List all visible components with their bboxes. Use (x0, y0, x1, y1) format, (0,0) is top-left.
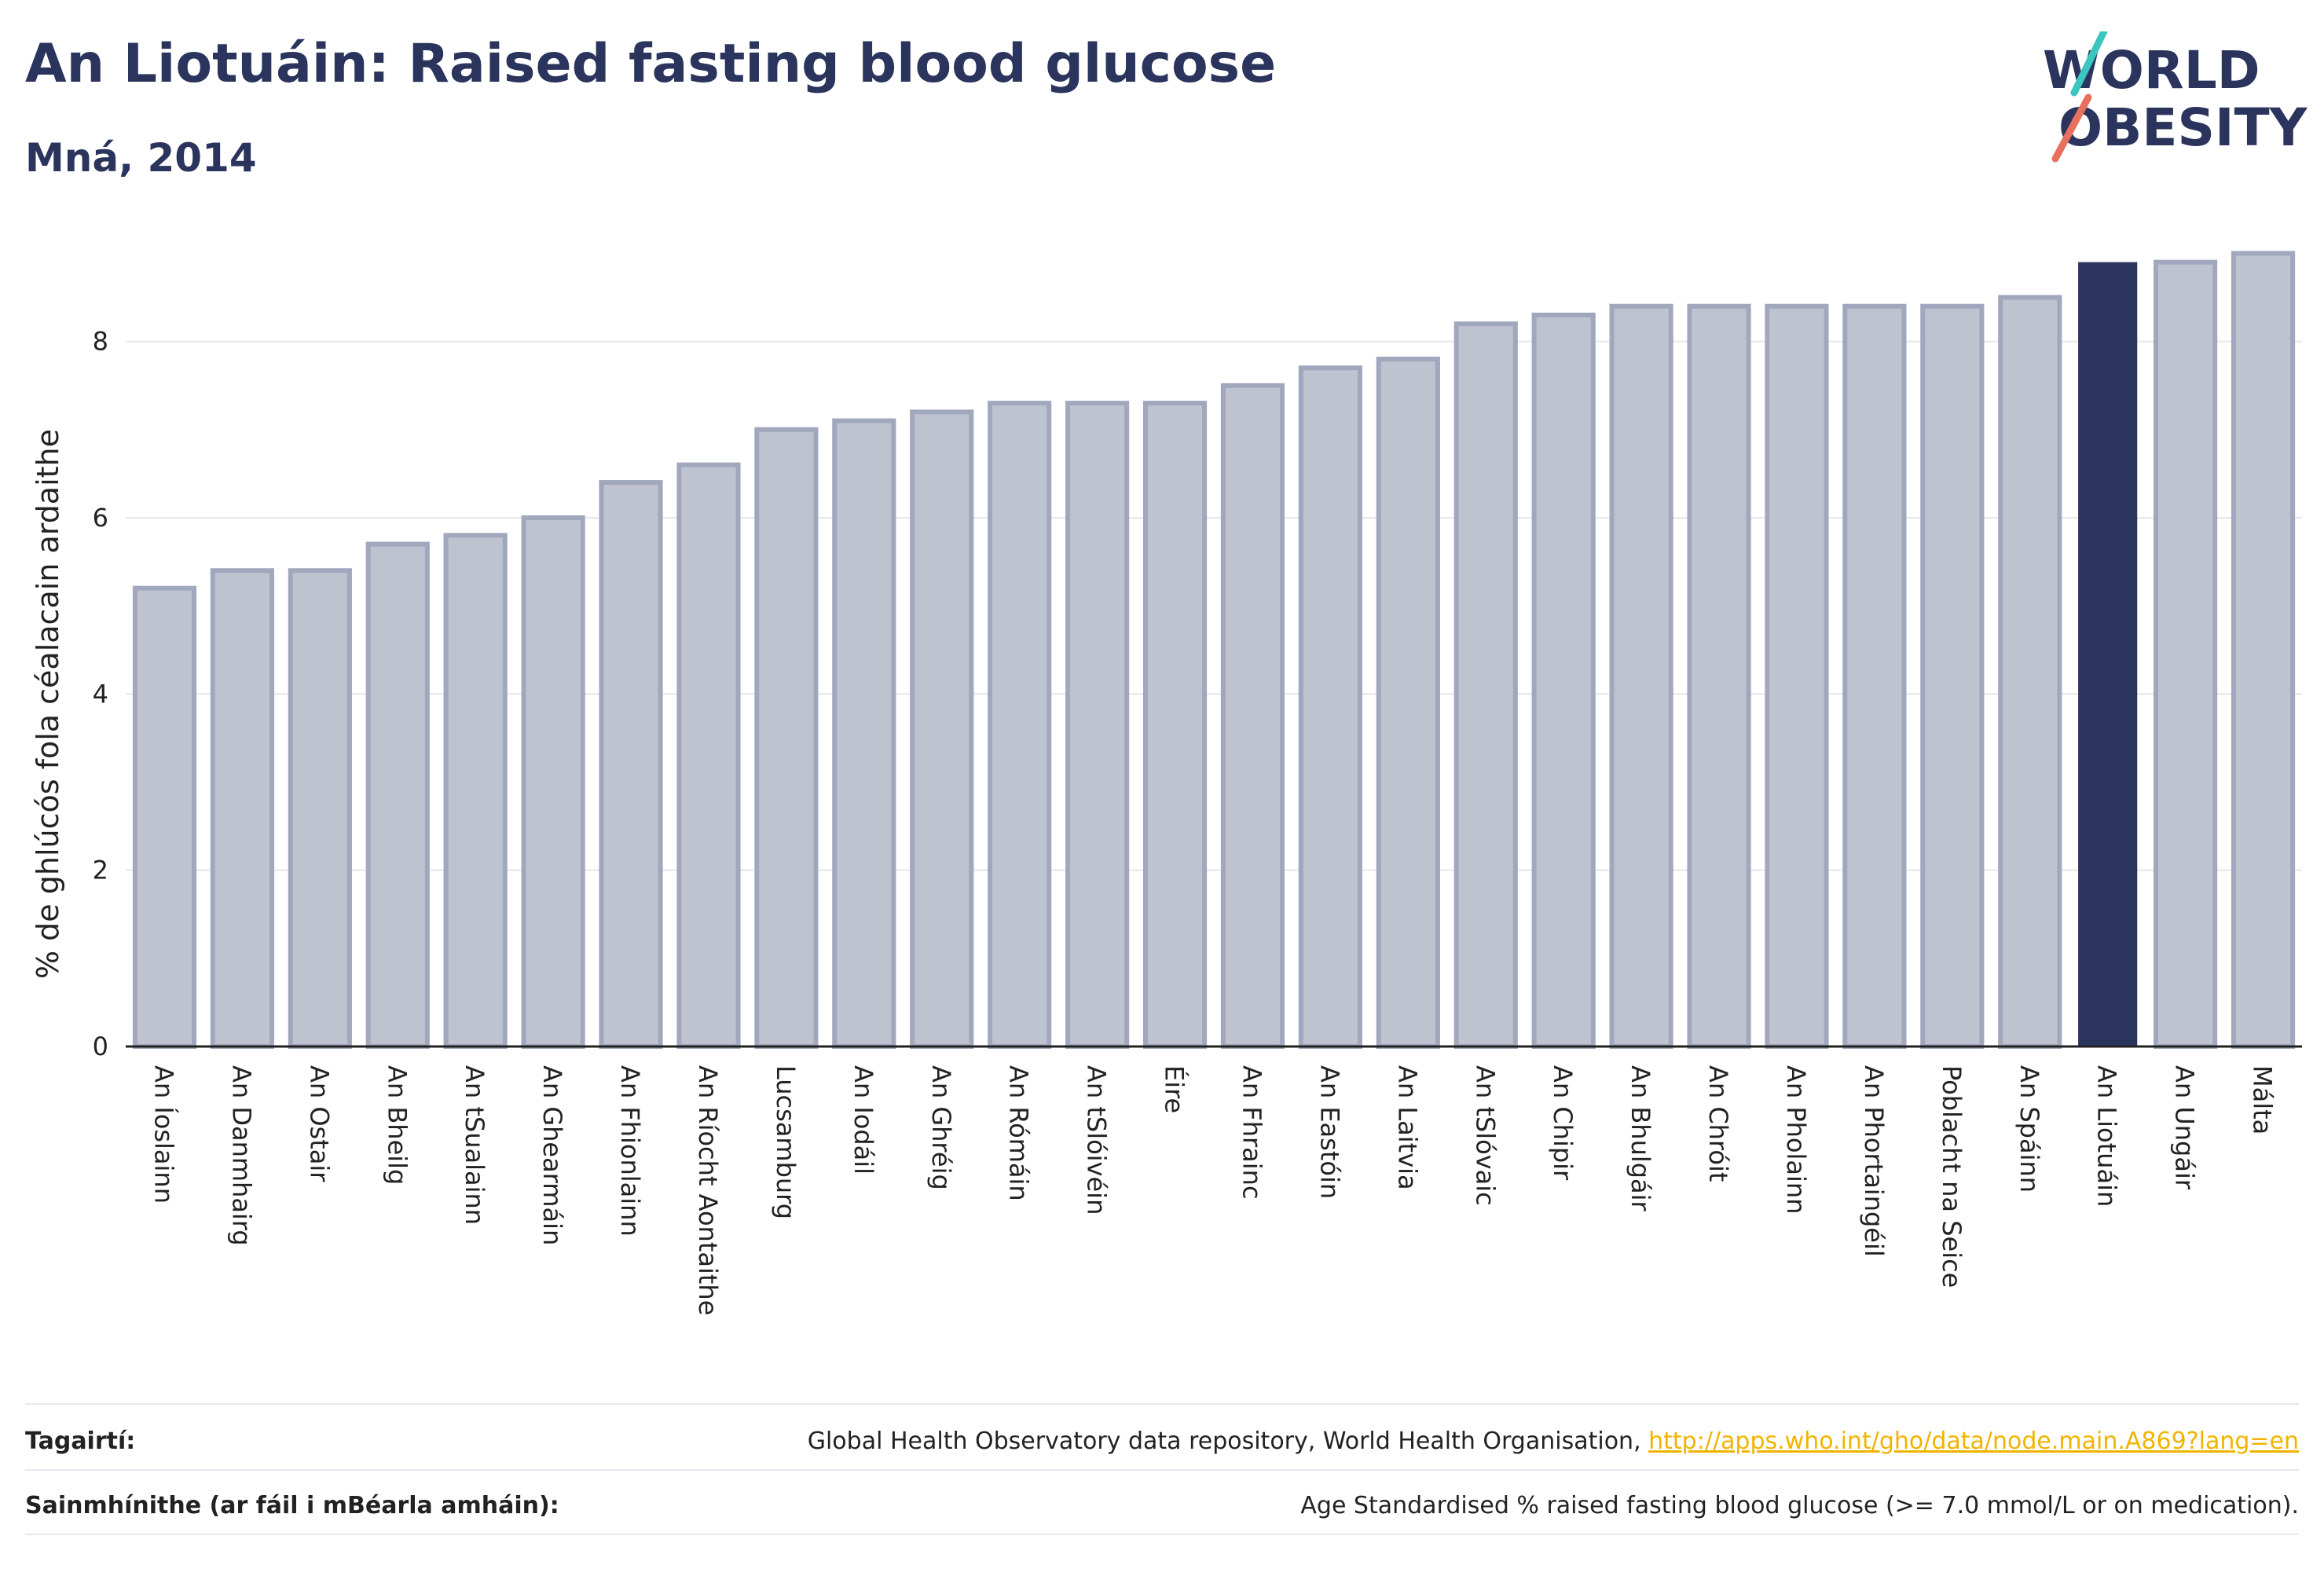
logo-word-2: OBESITY (2058, 97, 2308, 158)
x-category-label: An Ghréig (926, 1065, 956, 1190)
bar-24 (1920, 303, 1985, 1049)
x-category-label: An Rómáin (1004, 1065, 1034, 1201)
x-category-label: An Liotuáin (2092, 1065, 2122, 1207)
bar-2 (210, 568, 274, 1049)
x-category-label: An Laitvia (1392, 1065, 1422, 1190)
logo-slash-teal (2070, 31, 2108, 97)
bar-22 (1765, 303, 1829, 1049)
logo-slash-coral (2051, 93, 2092, 163)
x-axis-labels: An Íoslainn An Danmhairg An Ostair An Bheil… (148, 1065, 2277, 1315)
x-category-label: An Eastóin (1314, 1065, 1344, 1199)
bar-9 (754, 427, 819, 1049)
references-text: Global Health Observatory data repositor… (807, 1427, 1649, 1455)
bar-19 (1531, 312, 1596, 1049)
x-category-label: An Spáinn (2014, 1065, 2044, 1193)
bar-1 (132, 585, 197, 1049)
definitions-row: Sainmhínithe (ar fáil i mBéarla amháin):… (25, 1474, 2299, 1537)
x-category-label: An tSualainn (460, 1065, 489, 1225)
x-category-label: Poblacht na Seice (1937, 1065, 1967, 1288)
y-tick-label: 6 (93, 503, 108, 533)
x-category-label: Málta (2248, 1065, 2278, 1134)
bar-4 (365, 541, 430, 1049)
y-tick-label: 0 (93, 1032, 108, 1061)
bar-18 (1453, 321, 1518, 1050)
world-obesity-logo: WORLD OBESITY (2043, 31, 2308, 163)
bar-5 (443, 533, 508, 1049)
x-category-label: An tSlóivéin (1082, 1065, 1112, 1215)
x-category-label: An Ungáir (2170, 1065, 2200, 1190)
bar-21 (1687, 303, 1751, 1049)
y-tick-label: 8 (93, 327, 108, 357)
x-category-label: An Fhrainc (1237, 1065, 1266, 1200)
y-tick-label: 2 (93, 856, 108, 885)
references-row: Tagairtí: Global Health Observatory data… (25, 1409, 2299, 1472)
x-category-label: An Ghearmáin (537, 1065, 567, 1245)
x-category-label: An Bhulgáir (1626, 1065, 1655, 1212)
bar-15 (1220, 383, 1285, 1049)
bar-28 (2231, 251, 2296, 1050)
bar-27 (2154, 259, 2218, 1049)
x-category-label: An Ríocht Aontaithe (693, 1065, 723, 1315)
x-category-label: An Bheilg (382, 1065, 412, 1185)
references-link[interactable]: http://apps.who.int/gho/data/node.main.A… (1648, 1427, 2299, 1455)
x-category-label: An Iodáil (849, 1065, 878, 1175)
bar-17 (1376, 357, 1440, 1050)
bar-23 (1842, 303, 1907, 1049)
bar-16 (1298, 365, 1362, 1049)
bar-3 (288, 568, 352, 1049)
bar-26 (2078, 262, 2138, 1046)
x-category-label: An Pholainn (1781, 1065, 1811, 1214)
bar-14 (1142, 401, 1208, 1049)
definitions-label: Sainmhínithe (ar fáil i mBéarla amháin): (25, 1491, 559, 1519)
x-category-label: An Phortaingéil (1859, 1065, 1889, 1257)
x-category-label: An Danmhairg (226, 1065, 256, 1246)
definitions-text: Age Standardised % raised fasting blood … (1300, 1491, 2299, 1519)
bar-25 (1998, 295, 2062, 1049)
x-category-label: An Fhionlainn (615, 1065, 645, 1237)
x-category-label: Lucsamburg (771, 1065, 801, 1219)
x-category-label: An Chipir (1548, 1065, 1578, 1181)
x-category-label: Éire (1160, 1065, 1189, 1113)
x-category-label: An Chróit (1703, 1065, 1733, 1182)
footer-divider-top (25, 1403, 2299, 1405)
bars (132, 251, 2296, 1050)
bar-10 (832, 418, 896, 1049)
references-label: Tagairtí: (25, 1427, 136, 1455)
bar-20 (1609, 303, 1673, 1049)
bar-12 (988, 401, 1052, 1049)
bar-8 (676, 462, 741, 1049)
chart-subtitle: Mná, 2014 (25, 135, 257, 181)
bar-7 (599, 480, 663, 1049)
y-axis-ticks: 0 2 4 6 8 (93, 327, 108, 1061)
bar-6 (521, 515, 585, 1049)
chart-title: An Liotuáin: Raised fasting blood glucos… (25, 33, 1277, 95)
bar-13 (1065, 401, 1130, 1049)
y-axis-label: % de ghlúcós fola céalacain ardaithe (31, 429, 65, 979)
x-category-label: An tSlóvaic (1470, 1065, 1500, 1206)
references-value: Global Health Observatory data repositor… (808, 1428, 2299, 1455)
x-category-label: An Íoslainn (148, 1065, 178, 1204)
y-tick-label: 4 (93, 679, 108, 709)
x-category-label: An Ostair (304, 1065, 334, 1182)
footer-divider-middle (25, 1469, 2299, 1471)
bar-11 (910, 409, 974, 1049)
footer-divider-bottom (25, 1534, 2299, 1535)
